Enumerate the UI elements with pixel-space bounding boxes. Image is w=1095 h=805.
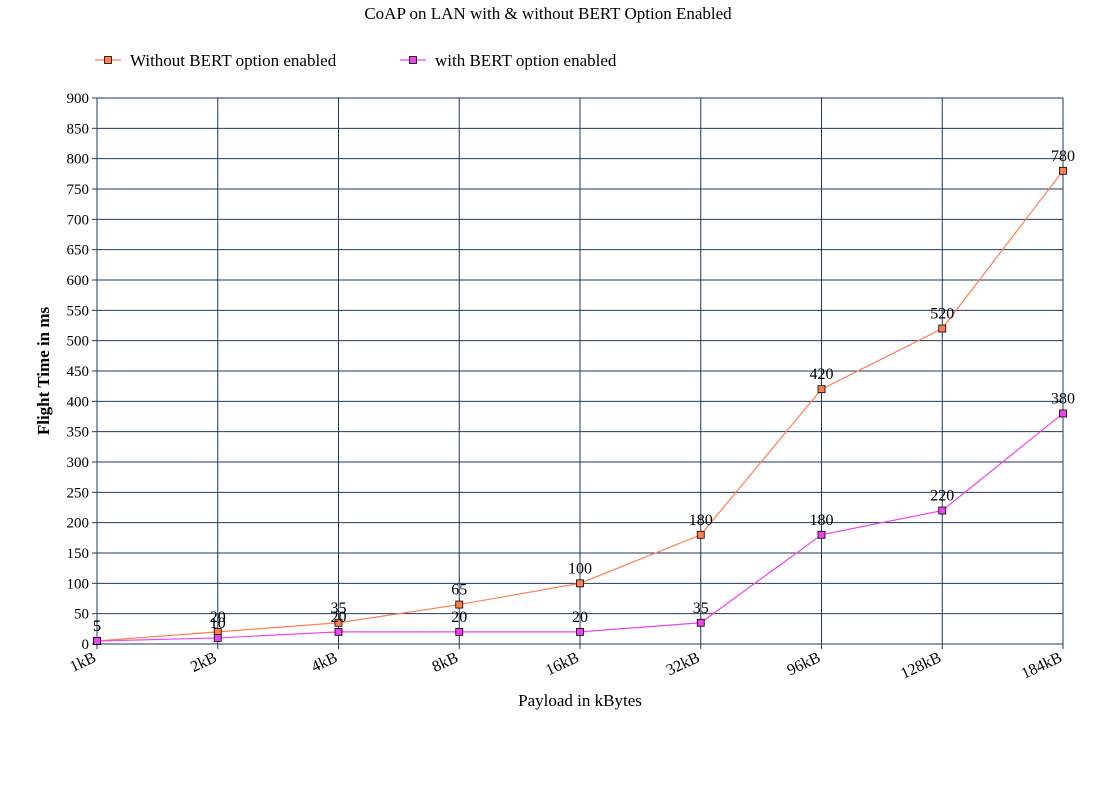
data-point	[817, 385, 826, 394]
data-point	[696, 618, 705, 627]
y-tick-label: 200	[67, 516, 90, 532]
x-tick-label: 4kB	[309, 649, 340, 676]
y-tick-label: 400	[67, 394, 90, 410]
data-label: 520	[930, 306, 954, 323]
y-tick-label: 100	[67, 576, 90, 592]
data-point	[817, 530, 826, 539]
data-label: 5	[93, 618, 101, 635]
x-tick-label: 32kB	[664, 649, 703, 679]
x-tick-label: 96kB	[785, 649, 824, 679]
x-tick-label: 8kB	[430, 649, 461, 676]
data-point	[455, 627, 464, 636]
y-tick-label: 800	[67, 152, 90, 168]
data-label: 20	[451, 609, 467, 626]
data-label: 420	[810, 366, 834, 383]
y-tick-label: 750	[67, 182, 90, 198]
legend-marker	[409, 56, 417, 64]
y-tick-label: 0	[82, 637, 90, 653]
data-point	[213, 634, 222, 642]
x-tick-label: 184kB	[1019, 649, 1065, 682]
data-label: 220	[930, 488, 954, 505]
y-tick-label: 900	[67, 91, 90, 107]
legend-item-1: Without BERT option enabled	[95, 51, 337, 70]
data-label: 35	[693, 600, 709, 617]
y-axis: 0 50 100 150 200 250 300 350 400 450 500 550 600 650 7…	[67, 91, 97, 653]
x-tick-label: 1kB	[67, 649, 98, 676]
y-tick-label: 550	[67, 303, 90, 319]
chart-title: CoAP on LAN with & without BERT Option E…	[364, 4, 732, 23]
y-axis-label: Flight Time in ms	[34, 306, 53, 435]
y-tick-label: 450	[67, 364, 90, 380]
data-label: 180	[810, 512, 834, 529]
y-tick-label: 250	[67, 485, 90, 501]
legend-label: with BERT option enabled	[435, 51, 617, 70]
data-point	[696, 530, 705, 539]
data-label: 10	[210, 615, 226, 632]
data-point	[576, 579, 584, 588]
y-tick-label: 150	[67, 546, 90, 562]
legend-label: Without BERT option enabled	[130, 51, 337, 70]
y-tick-label: 700	[67, 212, 90, 228]
data-point	[455, 600, 464, 609]
y-tick-label: 650	[67, 243, 90, 259]
data-label: 20	[210, 609, 226, 626]
x-tick-label: 16kB	[543, 649, 582, 679]
y-tick-label: 50	[74, 607, 89, 623]
data-label: 180	[689, 512, 713, 529]
series-layer	[93, 166, 1067, 645]
data-point	[576, 627, 584, 636]
data-label: 5	[93, 618, 101, 635]
y-tick-label: 350	[67, 425, 90, 441]
data-point	[1059, 166, 1067, 175]
data-label: 380	[1051, 390, 1075, 407]
data-label: 65	[451, 582, 467, 599]
data-point	[938, 324, 947, 333]
y-tick-label: 850	[67, 121, 90, 137]
legend-marker	[104, 56, 112, 64]
data-point	[938, 506, 947, 515]
data-point	[334, 627, 343, 636]
y-tick-label: 600	[67, 273, 90, 289]
x-axis-label: Payload in kBytes	[518, 691, 642, 710]
data-label: 20	[572, 609, 588, 626]
x-tick-label: 128kB	[898, 649, 944, 682]
y-tick-label: 500	[67, 334, 90, 350]
grid	[96, 97, 1064, 645]
x-tick-label: 2kB	[188, 649, 219, 676]
data-label: 780	[1051, 148, 1075, 165]
data-point	[334, 618, 343, 627]
x-axis: 1kB 2kB 4kB 8kB 16kB 32kB 96kB 128kB 184kB	[67, 644, 1065, 683]
data-label: 100	[568, 560, 592, 577]
legend: Without BERT option enabled with BERT opt…	[95, 51, 617, 70]
data-point	[1059, 409, 1067, 418]
data-label: 35	[331, 600, 347, 617]
data-point	[93, 637, 101, 645]
y-tick-label: 300	[67, 455, 90, 471]
series-2	[93, 409, 1067, 645]
data-label: 20	[331, 609, 347, 626]
legend-item-2: with BERT option enabled	[400, 51, 617, 70]
